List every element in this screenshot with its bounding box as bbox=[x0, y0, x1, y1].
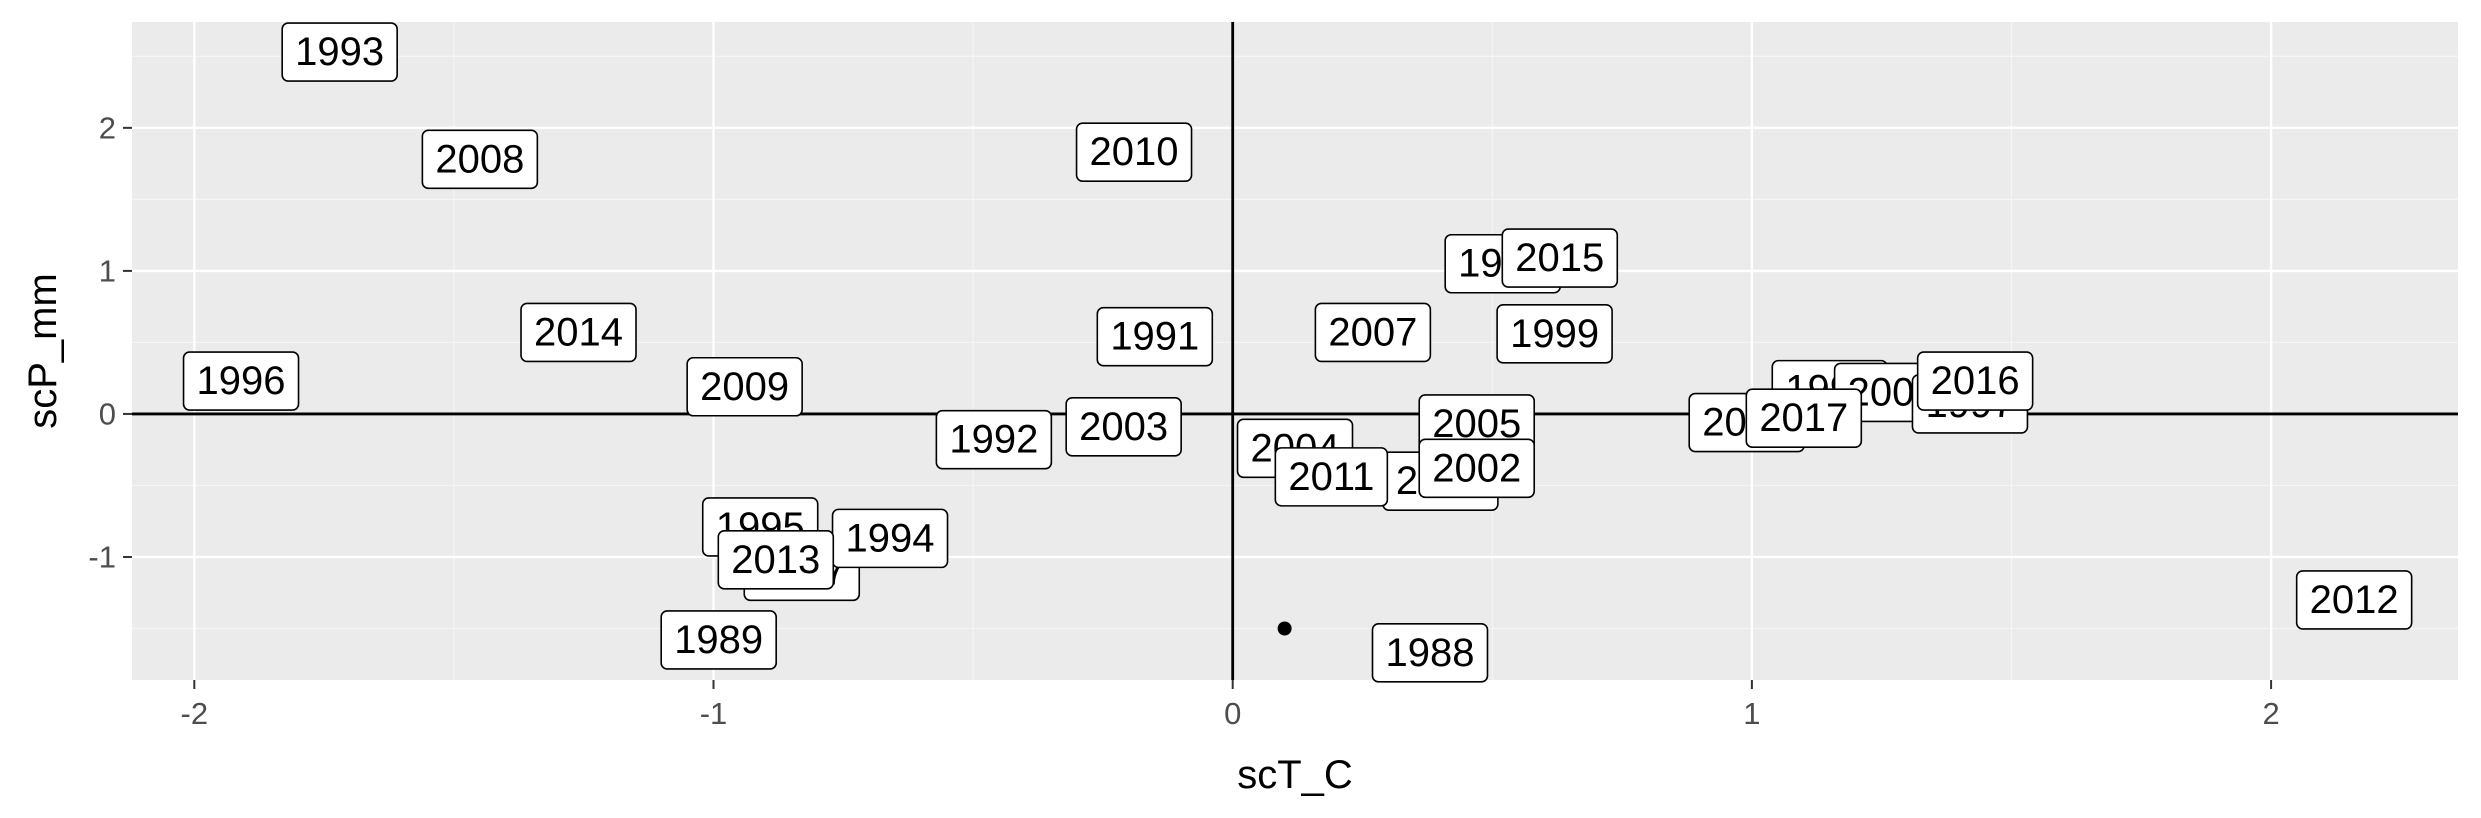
point-label: 2007 bbox=[1314, 302, 1432, 363]
plot-panel bbox=[132, 22, 2458, 680]
point-label-text: 1996 bbox=[197, 359, 286, 403]
point-labels: 1993200820101990201520141991200719991996… bbox=[182, 22, 2413, 683]
point-label-text: 2013 bbox=[731, 538, 820, 582]
point-label: 1989 bbox=[660, 610, 777, 670]
point-label: 1988 bbox=[1371, 623, 1489, 683]
point-label: 1993 bbox=[281, 22, 398, 82]
point-label-text: 1993 bbox=[295, 30, 384, 74]
data-point bbox=[1277, 621, 1292, 636]
x-tick-label: -2 bbox=[181, 696, 209, 731]
point-label-box bbox=[1096, 306, 1214, 367]
point-label-box bbox=[281, 22, 398, 82]
y-tick-label: 1 bbox=[99, 253, 116, 288]
point-label: 1992 bbox=[935, 409, 1053, 470]
point-label: 2017 bbox=[1745, 388, 1863, 449]
point-label-box bbox=[1065, 397, 1182, 457]
point-label-box bbox=[421, 129, 539, 190]
point-label-text: 1999 bbox=[1510, 312, 1599, 356]
y-axis-title: scP_mm bbox=[21, 273, 65, 429]
point-label-text: 2014 bbox=[534, 310, 623, 354]
x-tick-label: 1 bbox=[1743, 696, 1760, 731]
point-label-box bbox=[1075, 122, 1193, 182]
point-label: 1994 bbox=[831, 508, 949, 569]
x-axis-title: scT_C bbox=[1237, 753, 1353, 797]
point-label-text: 2003 bbox=[1079, 405, 1168, 449]
x-tick-label: -1 bbox=[700, 696, 728, 731]
point-label: 2011 bbox=[1274, 447, 1389, 507]
point-label-text: 1992 bbox=[949, 418, 1038, 462]
point-label-box bbox=[1274, 447, 1389, 507]
point-label-text: 1989 bbox=[674, 618, 763, 662]
point-label: 2008 bbox=[421, 129, 539, 190]
point-label: 2013 bbox=[717, 530, 835, 590]
point-label-box bbox=[1916, 351, 2034, 411]
point-label-text: 2002 bbox=[1432, 446, 1521, 490]
point-label-box bbox=[1501, 228, 1619, 288]
point-label: 1999 bbox=[1496, 304, 1613, 364]
point-label: 2002 bbox=[1418, 438, 1536, 499]
point-label: 2003 bbox=[1065, 397, 1182, 457]
point-label-text: 2015 bbox=[1515, 236, 1604, 280]
point-label-box bbox=[520, 302, 637, 363]
point-label: 2014 bbox=[520, 302, 637, 363]
point-label: 2012 bbox=[2295, 570, 2413, 630]
point-label-box bbox=[182, 351, 300, 411]
point-label-box bbox=[686, 356, 803, 417]
point-label-box bbox=[1371, 623, 1489, 683]
point-label: 2016 bbox=[1916, 351, 2034, 411]
point-label-text: 2010 bbox=[1090, 130, 1179, 174]
y-tick-label: 2 bbox=[99, 110, 116, 145]
point-label: 1996 bbox=[182, 351, 300, 411]
point-label: 2015 bbox=[1501, 228, 1619, 288]
point-label-box bbox=[1496, 304, 1613, 364]
point-label-text: 2007 bbox=[1328, 310, 1417, 354]
x-tick-label: 0 bbox=[1224, 696, 1241, 731]
point-label-box bbox=[1418, 438, 1536, 499]
point-label-text: 2016 bbox=[1931, 359, 2020, 403]
point-label-box bbox=[935, 409, 1053, 470]
point-label-text: 2017 bbox=[1759, 396, 1848, 440]
y-tick-label: -1 bbox=[88, 539, 116, 574]
point-label-text: 2012 bbox=[2310, 578, 2399, 622]
point-label-box bbox=[2295, 570, 2413, 630]
reference-lines bbox=[132, 22, 2458, 680]
point-label-box bbox=[1745, 388, 1863, 449]
axis-ticks: -2 -1 0 1 2 -1 0 1 2 bbox=[88, 110, 2279, 731]
point-label-text: 1991 bbox=[1110, 315, 1199, 359]
point-label-box bbox=[660, 610, 777, 670]
point-label-text: 2008 bbox=[435, 137, 524, 181]
point-label-box bbox=[1314, 302, 1432, 363]
point-label: 2009 bbox=[686, 356, 803, 417]
y-tick-label: 0 bbox=[99, 396, 116, 431]
point-label-text: 2011 bbox=[1288, 455, 1374, 499]
point-label: 2010 bbox=[1075, 122, 1193, 182]
point-label-box bbox=[717, 530, 835, 590]
point-label-text: 1994 bbox=[846, 516, 935, 560]
x-tick-label: 2 bbox=[2262, 696, 2279, 731]
point-label-text: 2009 bbox=[700, 365, 789, 409]
data-points bbox=[1277, 621, 1292, 636]
point-label: 1991 bbox=[1096, 306, 1214, 367]
point-label-text: 1988 bbox=[1385, 631, 1474, 675]
